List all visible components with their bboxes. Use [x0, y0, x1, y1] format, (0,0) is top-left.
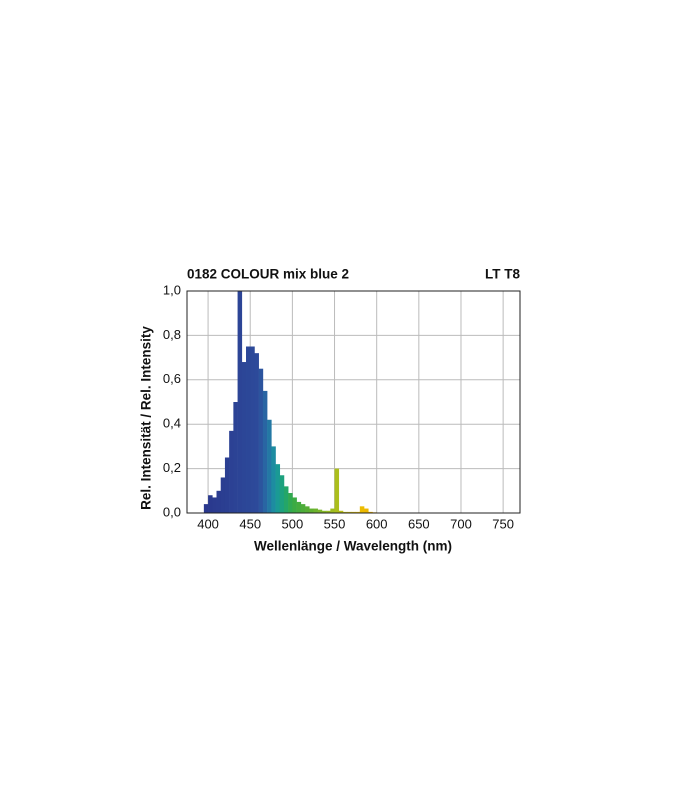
- bar: [338, 510, 344, 513]
- bar: [233, 402, 238, 513]
- bar: [267, 419, 272, 513]
- y-axis-label: Rel. Intensität / Rel. Intensity: [139, 326, 154, 510]
- x-tick-label: 700: [450, 516, 472, 531]
- y-tick-label: 0,4: [163, 416, 181, 431]
- bar: [292, 497, 297, 513]
- bar: [241, 362, 247, 513]
- x-tick-label: 750: [492, 516, 514, 531]
- bar: [347, 511, 352, 513]
- bar: [254, 353, 259, 513]
- bar: [296, 501, 302, 513]
- bar: [246, 346, 251, 513]
- chart-subtitle: LT T8: [485, 267, 520, 282]
- y-tick-label: 0,0: [163, 504, 181, 519]
- plot-frame: [186, 290, 521, 514]
- bar: [368, 511, 373, 513]
- x-axis-label: Wellenlänge / Wavelength (nm): [254, 539, 452, 554]
- bar: [220, 477, 226, 513]
- x-tick-label: 450: [239, 516, 261, 531]
- bar: [321, 510, 327, 513]
- bar: [250, 346, 255, 513]
- bar: [300, 504, 306, 513]
- y-tick-label: 0,8: [163, 327, 181, 342]
- bar: [342, 511, 348, 513]
- bar: [229, 430, 234, 513]
- bar: [364, 508, 369, 513]
- chart-title: 0182 COLOUR mix blue 2: [187, 267, 349, 282]
- bar: [334, 468, 340, 513]
- bar: [288, 493, 293, 513]
- bar: [317, 509, 323, 513]
- x-tick-label: 650: [408, 516, 430, 531]
- bar: [212, 497, 217, 513]
- bar: [275, 464, 281, 513]
- bar: [309, 508, 314, 513]
- y-tick-label: 0,2: [163, 460, 181, 475]
- y-tick-label: 1,0: [163, 282, 181, 297]
- bar: [262, 390, 268, 513]
- bar: [351, 511, 356, 513]
- bar: [313, 508, 318, 513]
- bar: [216, 490, 222, 513]
- x-tick-label: 400: [197, 516, 219, 531]
- bar: [359, 506, 365, 513]
- x-tick-label: 500: [282, 516, 304, 531]
- bar: [355, 511, 361, 513]
- bar: [258, 368, 264, 513]
- bar: [203, 504, 209, 513]
- bar: [224, 457, 230, 513]
- bar: [208, 495, 213, 513]
- bar: [305, 506, 310, 513]
- x-tick-label: 600: [366, 516, 388, 531]
- bar: [283, 486, 289, 513]
- bar: [237, 291, 243, 513]
- bar: [271, 446, 276, 513]
- y-tick-label: 0,6: [163, 371, 181, 386]
- x-tick-label: 550: [324, 516, 346, 531]
- bar: [330, 508, 335, 513]
- bar: [326, 510, 331, 513]
- bar: [279, 475, 285, 513]
